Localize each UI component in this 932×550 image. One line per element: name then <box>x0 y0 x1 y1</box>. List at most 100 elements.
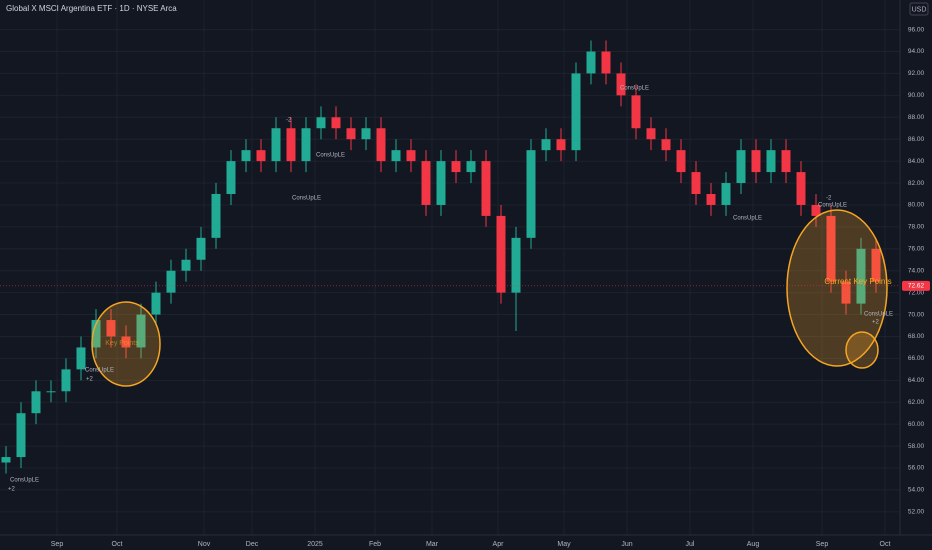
candle-body <box>751 150 761 173</box>
x-tick-label: Apr <box>493 541 505 548</box>
y-tick-label: 86.00 <box>908 136 925 143</box>
candle-body <box>406 150 416 162</box>
candle-body <box>691 172 701 194</box>
annotation: ConsUpLE <box>733 216 762 222</box>
candle-body <box>781 150 791 173</box>
candle-body <box>466 161 476 173</box>
x-tick-label: 2025 <box>307 541 323 548</box>
annotation: ConsUpLE <box>85 368 114 374</box>
annotation: ConsUpLE <box>620 86 649 92</box>
candle-body <box>706 193 716 205</box>
y-tick-label: 60.00 <box>908 421 925 428</box>
candle-body <box>631 95 641 129</box>
candle-body <box>676 150 686 173</box>
chart-title: Global X MSCI Argentina ETF · 1D · NYSE … <box>6 4 177 13</box>
candle-body <box>496 215 506 293</box>
candle-body <box>421 161 431 205</box>
y-tick-label: 96.00 <box>908 26 925 33</box>
y-tick-label: 74.00 <box>908 267 925 274</box>
y-tick-label: 54.00 <box>908 487 925 494</box>
annotation: +2 <box>872 320 880 326</box>
candle-body <box>826 215 836 282</box>
candle-body <box>511 237 521 293</box>
candle-body <box>46 391 56 393</box>
candle-body <box>241 150 251 162</box>
candle-body <box>856 248 866 304</box>
y-tick-label: 64.00 <box>908 377 925 384</box>
annotation: Key Points <box>105 340 139 347</box>
y-tick-label: 56.00 <box>908 465 925 472</box>
x-tick-label: Jul <box>686 541 695 548</box>
y-tick-label: 68.00 <box>908 333 925 340</box>
candle-body <box>136 314 146 348</box>
y-tick-label: 90.00 <box>908 92 925 99</box>
candle-body <box>31 391 41 414</box>
last-price-label: 72.62 <box>908 283 925 290</box>
y-tick-label: 62.00 <box>908 399 925 406</box>
y-tick-label: 82.00 <box>908 180 925 187</box>
candle-body <box>796 172 806 205</box>
annotation: ConsUpLE <box>10 478 39 484</box>
candle-body <box>376 128 386 162</box>
candle-body <box>271 128 281 162</box>
y-tick-label: 92.00 <box>908 70 925 77</box>
candle-body <box>361 128 371 140</box>
currency-label[interactable]: USD <box>912 6 927 13</box>
candle-body <box>556 139 566 151</box>
candle-body <box>121 336 131 348</box>
candle-body <box>766 150 776 173</box>
x-tick-label: Sep <box>51 541 64 548</box>
y-tick-label: 76.00 <box>908 246 925 253</box>
candle-body <box>76 347 86 370</box>
y-tick-label: 80.00 <box>908 202 925 209</box>
candle-body <box>226 161 236 194</box>
y-tick-label: 72.00 <box>908 289 925 296</box>
y-tick-label: 78.00 <box>908 224 925 231</box>
currency-button[interactable] <box>909 2 929 16</box>
candle-body <box>811 204 821 216</box>
highlight-circle <box>845 331 879 369</box>
candle-body <box>331 117 341 129</box>
y-tick-label: 84.00 <box>908 158 925 165</box>
grid <box>0 0 900 535</box>
candle-body <box>571 73 581 151</box>
candle-body <box>301 128 311 162</box>
x-tick-label: Oct <box>112 541 123 548</box>
candle-body <box>151 292 161 315</box>
highlight-circle <box>91 301 161 387</box>
candle-body <box>736 150 746 184</box>
candle-body <box>316 117 326 129</box>
y-tick-label: 66.00 <box>908 355 925 362</box>
candle-body <box>841 281 851 304</box>
candle-body <box>481 161 491 216</box>
candle-body <box>196 237 206 260</box>
x-tick-label: Nov <box>198 541 211 548</box>
x-tick-label: Aug <box>747 541 760 548</box>
candle-body <box>586 51 596 74</box>
candle-body <box>346 128 356 140</box>
candle-body <box>451 161 461 173</box>
x-tick-label: Dec <box>246 541 259 548</box>
annotation: ConsUpLE <box>316 153 345 159</box>
candle-body <box>541 139 551 151</box>
x-tick-label: Oct <box>880 541 891 548</box>
annotation: ConsUpLE <box>818 203 847 209</box>
y-tick-label: 94.00 <box>908 48 925 55</box>
x-tick-label: Jun <box>621 541 632 548</box>
candle-body <box>106 320 116 337</box>
candle-body <box>871 248 881 282</box>
annotation: Current Key Points <box>824 277 891 286</box>
candle-body <box>16 413 26 458</box>
y-tick-label: 52.00 <box>908 509 925 516</box>
candle-body <box>91 320 101 348</box>
annotation: +2 <box>8 487 16 493</box>
candles <box>1 40 881 474</box>
x-tick-label: Sep <box>816 541 829 548</box>
candle-body <box>211 193 221 238</box>
candle-body <box>661 139 671 151</box>
candle-body <box>436 161 446 205</box>
candle-body <box>61 369 71 392</box>
candle-body <box>166 270 176 293</box>
